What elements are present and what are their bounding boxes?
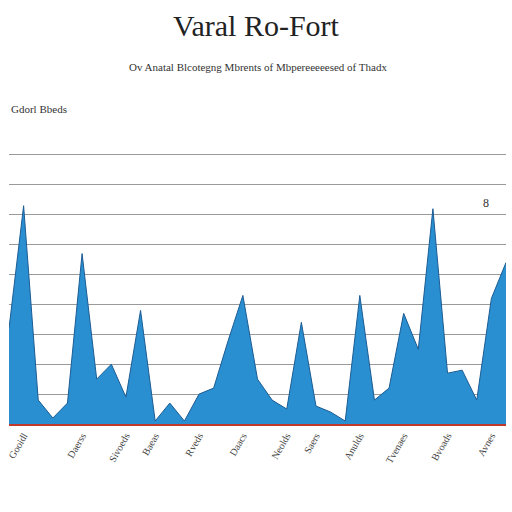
svg-text:8: 8 xyxy=(483,196,489,210)
svg-text:Varal Ro-Fort: Varal Ro-Fort xyxy=(173,9,339,42)
svg-text:Anulds: Anulds xyxy=(342,431,366,462)
svg-text:Gooidl: Gooidl xyxy=(6,431,30,461)
svg-text:Ov Anatal Blcotegng Mbrents of: Ov Anatal Blcotegng Mbrents of Mbpereeee… xyxy=(129,61,387,73)
svg-text:Gdorl Bbeds: Gdorl Bbeds xyxy=(11,103,67,115)
svg-text:Neolds: Neolds xyxy=(269,431,293,461)
svg-text:Bvoads: Bvoads xyxy=(429,431,454,463)
svg-text:Tvenaes: Tvenaes xyxy=(384,431,410,465)
svg-text:Daacs: Daacs xyxy=(227,431,249,458)
svg-text:Saers: Saers xyxy=(302,431,322,455)
svg-text:Daerss: Daerss xyxy=(65,431,88,460)
svg-text:Sivoeds: Sivoeds xyxy=(107,431,132,464)
svg-text:Baeas: Baeas xyxy=(140,431,162,457)
svg-text:Avnes: Avnes xyxy=(476,431,498,458)
svg-text:Rveds: Rveds xyxy=(183,431,205,458)
